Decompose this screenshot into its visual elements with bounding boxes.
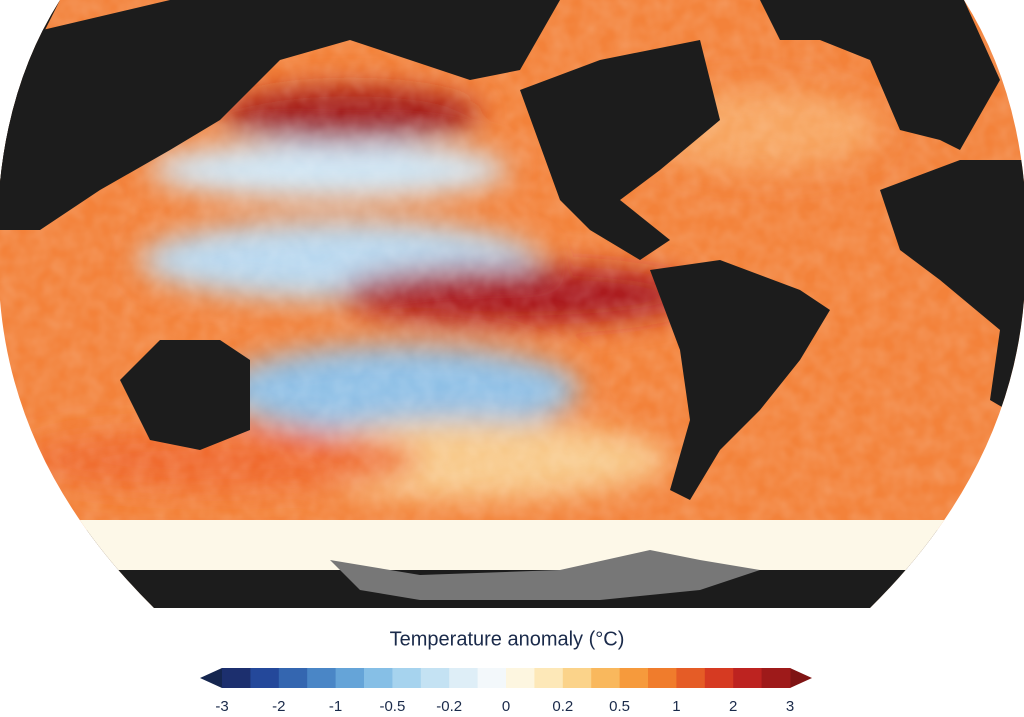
colorbar-tick-label: 0.5 <box>609 698 630 715</box>
colorbar-tick-label: 0 <box>502 698 510 715</box>
colorbar-tick-label: -0.5 <box>379 698 405 715</box>
colorbar-over <box>790 668 812 688</box>
colorbar-segment <box>591 668 621 688</box>
colorbar-segment <box>648 668 677 688</box>
colorbar-tick-label: -1 <box>329 698 342 715</box>
colorbar-tick-label: -3 <box>215 698 228 715</box>
colorbar-segment <box>364 668 393 688</box>
colorbar-tick-label: -0.2 <box>436 698 462 715</box>
colorbar-tick-label: 2 <box>729 698 737 715</box>
legend-title: Temperature anomaly (°C) <box>390 628 625 650</box>
colorbar-segment <box>278 668 308 688</box>
colorbar: -3 -2 -1 -0.5 -0.2 0 0.2 0.5 1 2 3 <box>200 668 812 715</box>
colorbar-segment <box>335 668 365 688</box>
colorbar-tick-label: 0.2 <box>552 698 573 715</box>
colorbar-segment <box>250 668 280 688</box>
colorbar-tick-label: 3 <box>786 698 794 715</box>
colorbar-segment <box>420 668 450 688</box>
map <box>0 0 1024 608</box>
colorbar-segment <box>392 668 422 688</box>
colorbar-tick-label: -2 <box>272 698 285 715</box>
colorbar-segment <box>534 668 564 688</box>
colorbar-segment <box>449 668 479 688</box>
colorbar-segment <box>704 668 734 688</box>
colorbar-segment <box>676 668 706 688</box>
colorbar-segment <box>619 668 649 688</box>
colorbar-under <box>200 668 222 688</box>
colorbar-segment <box>222 668 251 688</box>
colorbar-segment <box>506 668 535 688</box>
colorbar-segment <box>307 668 337 688</box>
colorbar-segment <box>562 668 592 688</box>
colorbar-segment <box>733 668 763 688</box>
colorbar-segment <box>761 668 791 688</box>
colorbar-tick-label: 1 <box>672 698 680 715</box>
colorbar-segment <box>477 668 507 688</box>
